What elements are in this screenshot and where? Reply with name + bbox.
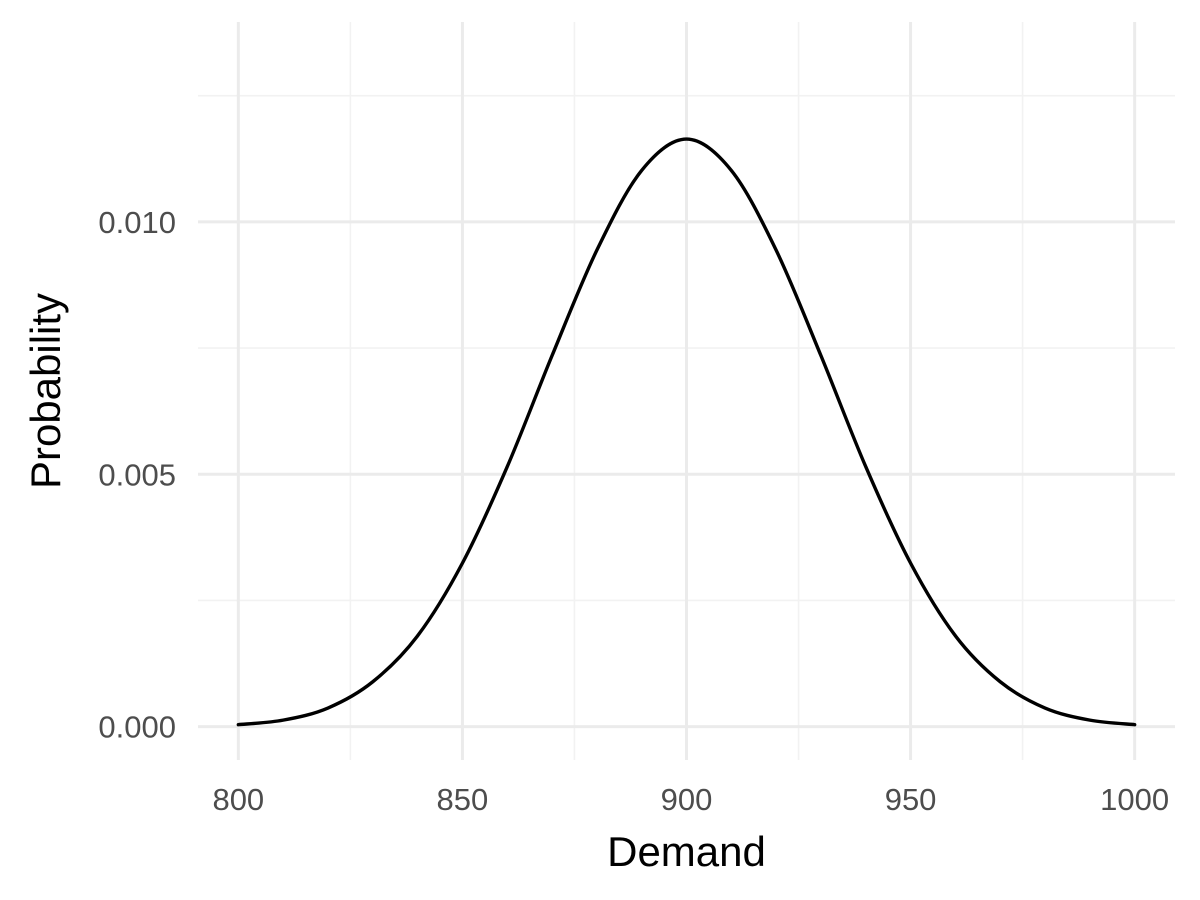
x-tick-label: 900: [661, 782, 713, 817]
major-gridlines: [198, 22, 1175, 760]
x-tick-label: 850: [437, 782, 489, 817]
y-axis-title: Probability: [22, 293, 69, 489]
x-tick-label: 800: [212, 782, 264, 817]
x-axis-tick-labels: 800 850 900 950 1000: [212, 782, 1169, 817]
y-tick-label: 0.005: [98, 457, 176, 492]
y-axis-tick-labels: 0.000 0.005 0.010: [98, 205, 176, 745]
y-tick-label: 0.010: [98, 205, 176, 240]
x-tick-label: 950: [885, 782, 937, 817]
y-tick-label: 0.000: [98, 710, 176, 745]
x-axis-title: Demand: [607, 828, 766, 875]
density-curve: [236, 137, 1137, 727]
x-tick-label: 1000: [1100, 782, 1169, 817]
